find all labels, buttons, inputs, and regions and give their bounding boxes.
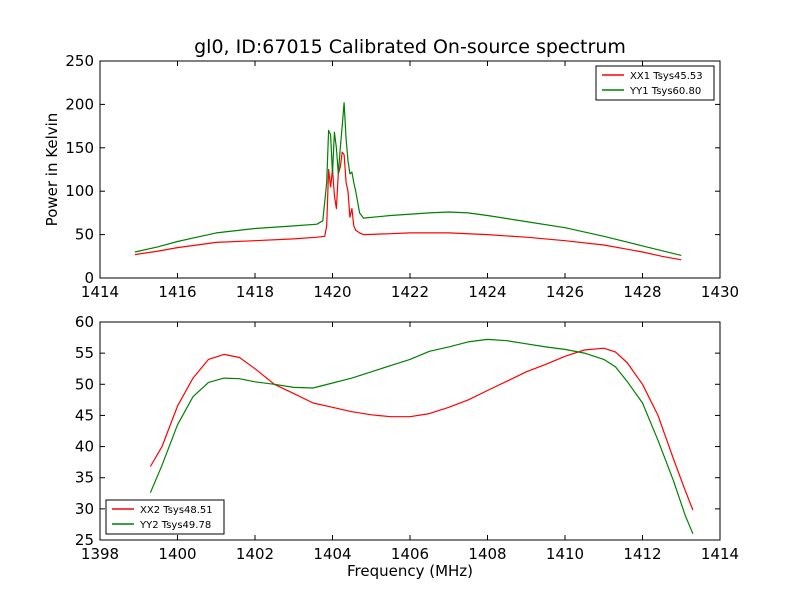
y-tick-label: 200 xyxy=(65,95,94,113)
y-tick-label: 60 xyxy=(75,313,94,331)
legend-box xyxy=(595,65,715,101)
x-tick-label: 1414 xyxy=(701,545,739,563)
series-line-2 xyxy=(134,102,682,256)
x-tick-label: 1422 xyxy=(391,283,429,301)
legend: XX2 Tsys48.51 YY2 Tsys49.78 xyxy=(105,499,225,535)
series-line-2 xyxy=(149,338,694,535)
x-tick-label: 1408 xyxy=(468,545,506,563)
x-tick-label: 1410 xyxy=(546,545,584,563)
y-tick-label: 40 xyxy=(75,438,94,456)
x-tick-label: 1398 xyxy=(81,545,119,563)
legend-label: XX2 Tsys48.51 xyxy=(140,505,213,516)
y-tick-label: 150 xyxy=(65,139,94,157)
x-tick-label: 1424 xyxy=(468,283,506,301)
lower-spectrum-plot: 1398 1400 1402 1404 1406 1408 1410 1412 1414 25 30… xyxy=(75,313,739,580)
y-tick-label: 25 xyxy=(75,531,94,549)
x-axis-label: Frequency (MHz) xyxy=(347,562,473,580)
y-tick-label: 30 xyxy=(75,500,94,518)
legend-label: YY1 Tsys60.80 xyxy=(629,86,701,97)
x-tick-label: 1418 xyxy=(236,283,274,301)
upper-spectrum-plot: 1414 1416 1418 1420 1422 1424 1426 1428 1430 0 50 1… xyxy=(43,52,739,301)
figure-title: gl0, ID:67015 Calibrated On-source spect… xyxy=(194,36,626,58)
y-tick-label: 50 xyxy=(75,375,94,393)
x-tick-label: 1414 xyxy=(81,283,119,301)
y-tick-label: 55 xyxy=(75,344,94,362)
x-tick-label: 1400 xyxy=(158,545,196,563)
y-tick-label: 45 xyxy=(75,406,94,424)
x-tick-label: 1412 xyxy=(623,545,661,563)
x-tick-label: 1426 xyxy=(546,283,584,301)
legend-box xyxy=(105,499,225,535)
x-tick-label: 1416 xyxy=(158,283,196,301)
y-tick-label: 100 xyxy=(65,182,94,200)
legend-label: YY2 Tsys49.78 xyxy=(139,520,211,531)
x-tick-label: 1402 xyxy=(236,545,274,563)
x-tick-label: 1420 xyxy=(313,283,351,301)
x-tick-label: 1404 xyxy=(313,545,351,563)
x-tick-label: 1430 xyxy=(701,283,739,301)
y-tick-label: 35 xyxy=(75,469,94,487)
legend-label: XX1 Tsys45.53 xyxy=(630,71,703,82)
legend: XX1 Tsys45.53 YY1 Tsys60.80 xyxy=(595,65,715,101)
y-axis-label: Power in Kelvin xyxy=(43,113,61,227)
series-line-1 xyxy=(134,151,682,261)
x-tick-label: 1406 xyxy=(391,545,429,563)
series-line-1 xyxy=(149,347,694,511)
x-tick-label: 1428 xyxy=(623,283,661,301)
y-tick-label: 50 xyxy=(75,226,94,244)
y-tick-label: 250 xyxy=(65,52,94,70)
y-tick-label: 0 xyxy=(84,269,94,287)
